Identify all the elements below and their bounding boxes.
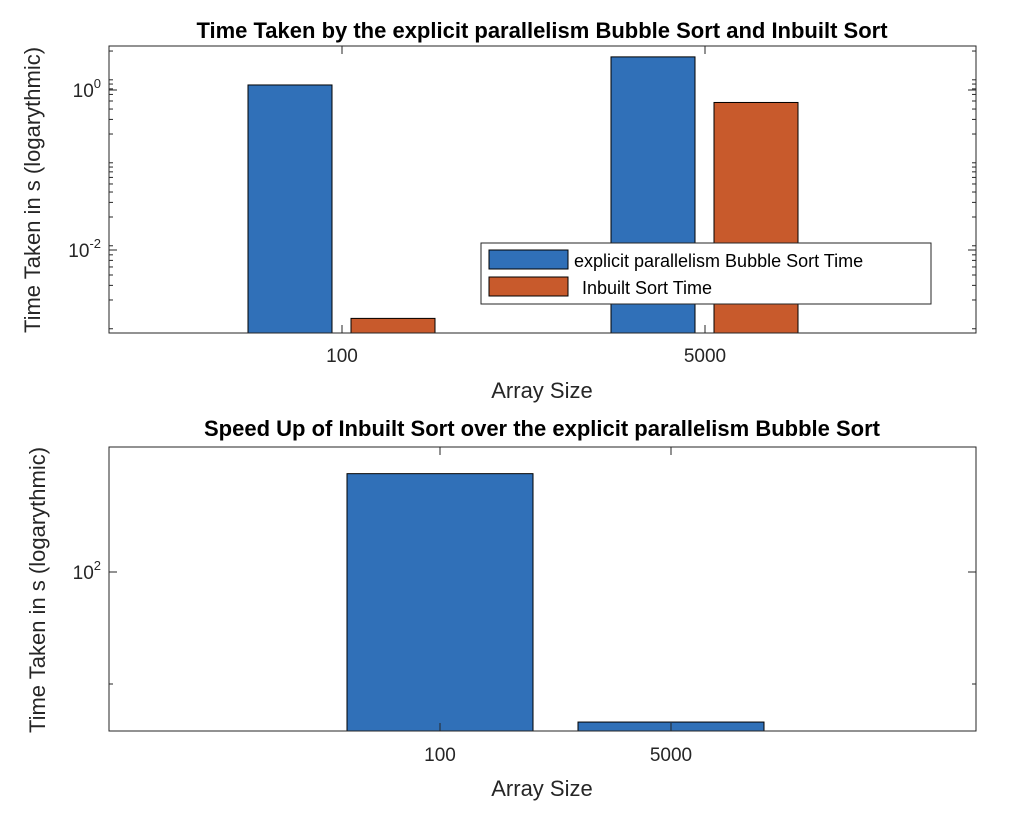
- top-chart: Time Taken by the explicit parallelism B…: [20, 18, 977, 403]
- bottom-axes-box: [108, 446, 977, 732]
- top-xtick-label-5000: 5000: [684, 346, 726, 367]
- bar-inbuilt-100: [350, 317, 436, 334]
- legend-swatch-inbuilt: [488, 276, 569, 297]
- bottom-ytick-label-1: 102: [73, 558, 101, 584]
- legend-label-bubble: explicit parallelism Bubble Sort Time: [574, 251, 863, 271]
- top-chart-title: Time Taken by the explicit parallelism B…: [196, 18, 888, 43]
- bottom-x-axis-label: Array Size: [491, 776, 592, 801]
- bottom-chart: Speed Up of Inbuilt Sort over the explic…: [25, 416, 977, 801]
- top-axes-box: [108, 45, 977, 334]
- bottom-chart-title: Speed Up of Inbuilt Sort over the explic…: [204, 416, 881, 441]
- top-y-axis-label: Time Taken in s (logarythmic): [20, 47, 45, 333]
- bar-speedup-100: [346, 473, 534, 732]
- top-ytick-label-2: 10-2: [68, 236, 101, 262]
- legend-label-inbuilt: Inbuilt Sort Time: [582, 278, 712, 298]
- bottom-xtick-label-100: 100: [424, 745, 456, 766]
- top-minor-ticks: [109, 50, 976, 334]
- bottom-ticks: [109, 447, 976, 731]
- legend-swatch-bubble: [488, 249, 569, 270]
- bottom-y-axis-label: Time Taken in s (logarythmic): [25, 447, 50, 733]
- bottom-bars: [346, 473, 765, 732]
- top-xtick-label-100: 100: [326, 346, 358, 367]
- top-x-axis-label: Array Size: [491, 378, 592, 403]
- top-legend: explicit parallelism Bubble Sort Time In…: [480, 242, 932, 305]
- bar-bubble-100: [247, 84, 333, 334]
- bottom-xtick-label-5000: 5000: [650, 745, 692, 766]
- top-ytick-label-1: 100: [73, 76, 101, 102]
- top-major-ticks: [109, 46, 976, 333]
